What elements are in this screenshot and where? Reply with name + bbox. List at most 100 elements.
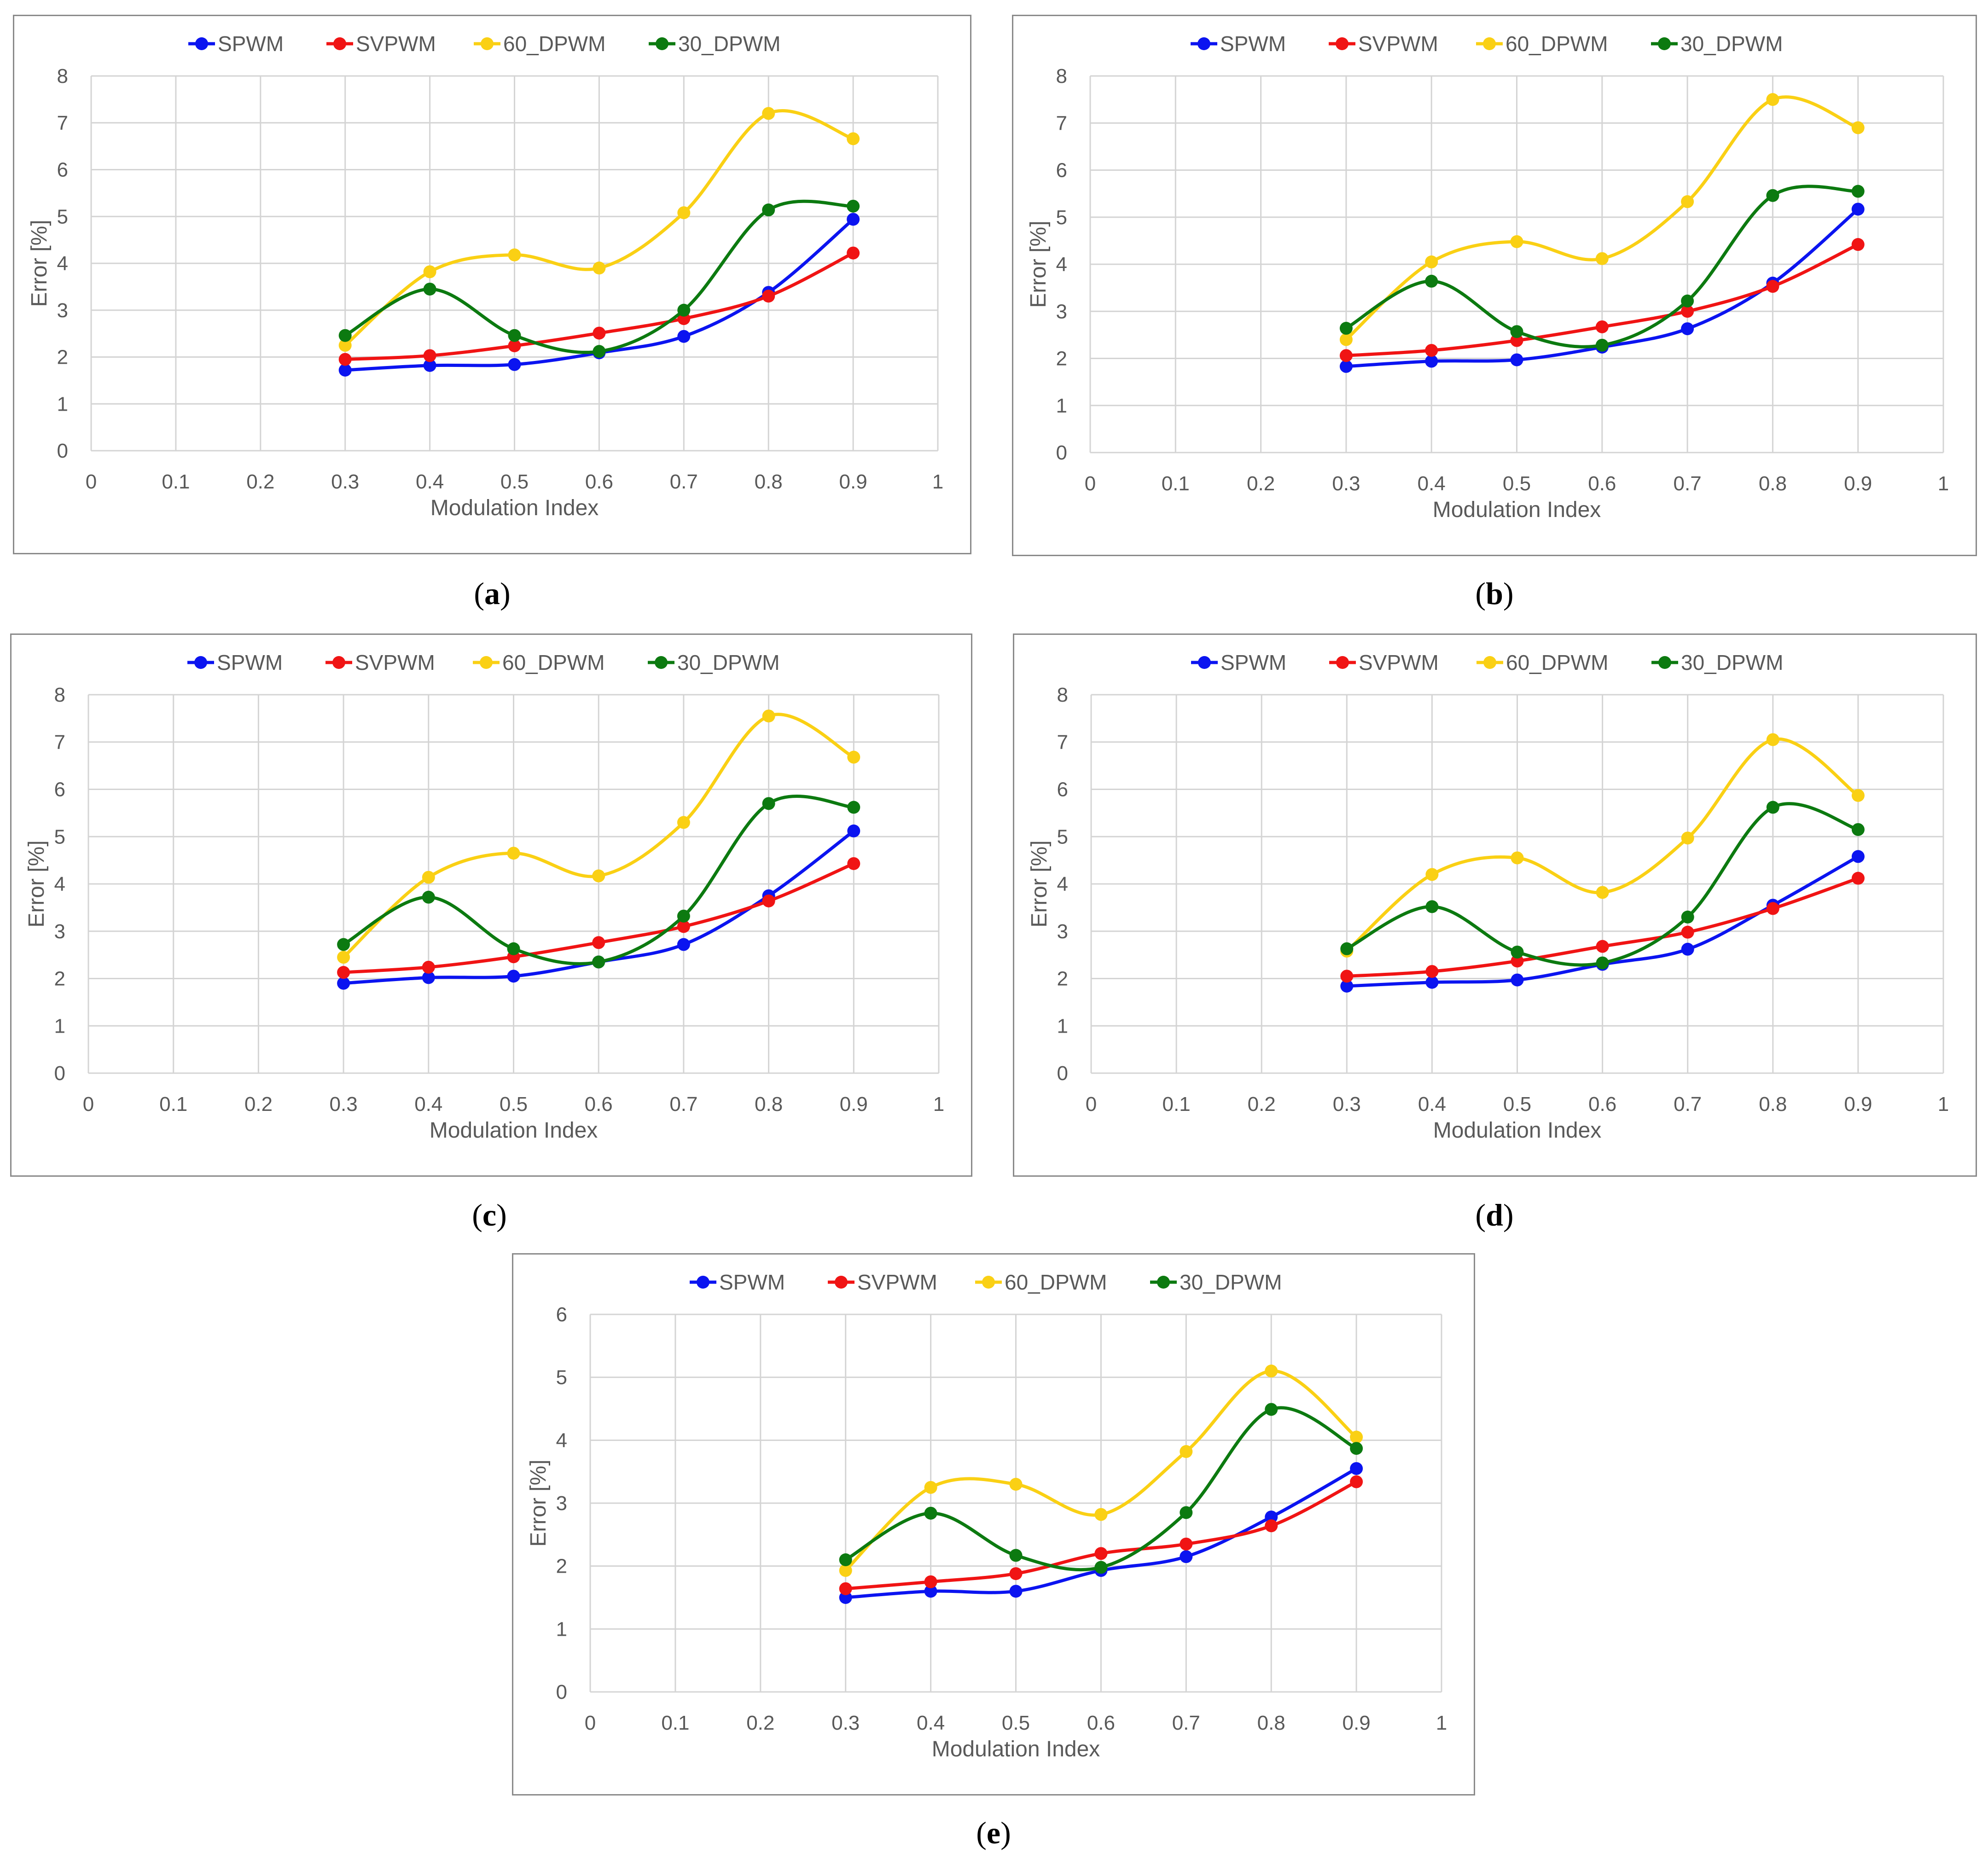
data-point-b-30-dpwm-0 [1339, 322, 1353, 335]
x-tick-label-e-2: 0.2 [746, 1712, 774, 1734]
data-point-e-60-dpwm-6 [1350, 1430, 1363, 1444]
data-point-b-30-dpwm-4 [1681, 294, 1694, 308]
x-tick-label-e-10: 1 [1436, 1712, 1447, 1734]
y-tick-label-d-5: 5 [1057, 825, 1068, 848]
data-point-e-svpwm-6 [1350, 1475, 1363, 1488]
x-tick-label-c-10: 1 [933, 1093, 944, 1116]
x-tick-label-a-1: 0.1 [162, 471, 190, 493]
data-point-c-svpwm-3 [592, 936, 605, 949]
data-point-e-30-dpwm-4 [1180, 1506, 1193, 1519]
legend-label-a-60-dpwm: 60_DPWM [503, 32, 605, 56]
data-point-b-60-dpwm-2 [1510, 235, 1523, 248]
data-point-e-spwm-6 [1350, 1462, 1363, 1475]
x-tick-label-a-5: 0.5 [500, 471, 529, 493]
y-tick-label-e-6: 6 [556, 1303, 567, 1326]
chart-b-svg: 0 1 2 3 4 5 6 7 8 0 0.1 0.2 0.3 0.4 0.5 0.6 0.7 0.8 0.9 1 Mo… [1026, 32, 1949, 522]
y-tick-label-e-0: 0 [556, 1681, 567, 1703]
data-point-d-30-dpwm-3 [1596, 956, 1609, 970]
data-point-a-30-dpwm-4 [677, 303, 691, 317]
x-tick-label-b-2: 0.2 [1247, 472, 1275, 495]
data-point-c-30-dpwm-1 [422, 890, 435, 904]
data-point-e-spwm-4 [1180, 1550, 1193, 1563]
caption-c: (c) [472, 1197, 507, 1232]
x-tick-label-c-9: 0.9 [840, 1093, 868, 1116]
data-point-d-svpwm-2 [1511, 954, 1524, 968]
y-tick-label-d-7: 7 [1057, 731, 1068, 754]
y-tick-label-a-4: 4 [57, 252, 68, 275]
y-tick-label-d-0: 0 [1057, 1062, 1068, 1085]
legend-label-b-60-dpwm: 60_DPWM [1506, 32, 1608, 56]
x-tick-label-b-7: 0.7 [1674, 472, 1702, 495]
data-point-c-spwm-6 [847, 824, 860, 837]
y-tick-label-a-5: 5 [57, 205, 68, 228]
legend-marker-c-svpwm [332, 656, 345, 669]
legend-label-c-svpwm: SVPWM [355, 651, 435, 674]
data-point-b-svpwm-1 [1425, 344, 1438, 357]
data-point-d-30-dpwm-1 [1425, 900, 1439, 913]
grid-a [90, 75, 939, 452]
data-point-e-spwm-0 [839, 1591, 852, 1604]
x-tick-label-d-9: 0.9 [1844, 1093, 1872, 1116]
x-tick-label-b-1: 0.1 [1162, 472, 1190, 495]
x-tick-label-a-3: 0.3 [331, 471, 359, 493]
legend-item-a-60-dpwm: 60_DPWM [474, 32, 605, 56]
data-point-a-svpwm-2 [508, 339, 521, 353]
y-tick-label-e-2: 2 [556, 1555, 567, 1578]
data-point-c-30-dpwm-4 [677, 909, 690, 923]
data-point-d-30-dpwm-2 [1511, 945, 1524, 959]
x-tick-label-c-4: 0.4 [414, 1093, 442, 1116]
data-point-e-svpwm-2 [1009, 1567, 1023, 1580]
y-tick-label-e-3: 3 [556, 1492, 567, 1515]
y-tick-label-c-4: 4 [54, 873, 65, 895]
y-tick-label-b-5: 5 [1056, 206, 1067, 229]
x-tick-label-e-0: 0 [585, 1712, 596, 1734]
data-point-c-spwm-1 [422, 971, 435, 984]
x-tick-label-b-6: 0.6 [1588, 472, 1616, 495]
y-tick-label-d-3: 3 [1057, 920, 1068, 943]
data-point-a-30-dpwm-2 [508, 329, 521, 342]
data-point-c-60-dpwm-0 [337, 951, 350, 964]
legend-marker-d-60-dpwm [1483, 656, 1496, 669]
data-point-d-spwm-1 [1425, 976, 1439, 989]
y-tick-label-d-1: 1 [1057, 1015, 1068, 1037]
data-point-e-30-dpwm-3 [1094, 1561, 1108, 1574]
legend-label-a-30-dpwm: 30_DPWM [678, 32, 780, 56]
chart-panel-e: 0 1 2 3 4 5 6 0 0.1 0.2 0.3 0.4 0.5 0.6 0.7 0.8 0.9 1 Modu… [512, 1253, 1475, 1795]
data-point-e-spwm-1 [924, 1585, 937, 1598]
legend-item-b-30-dpwm: 30_DPWM [1651, 32, 1783, 56]
data-point-b-60-dpwm-4 [1681, 195, 1694, 209]
data-point-d-30-dpwm-0 [1340, 942, 1354, 955]
data-point-a-spwm-1 [423, 359, 436, 372]
data-point-a-svpwm-3 [593, 326, 606, 340]
data-point-a-30-dpwm-3 [593, 345, 606, 358]
legend-item-e-spwm: SPWM [690, 1270, 785, 1294]
data-point-d-30-dpwm-5 [1766, 801, 1779, 814]
legend-marker-c-30-dpwm [655, 656, 668, 669]
legend-label-e-svpwm: SVPWM [857, 1270, 937, 1294]
data-point-d-30-dpwm-6 [1851, 823, 1865, 836]
legend-item-e-svpwm: SVPWM [828, 1270, 937, 1294]
x-tick-label-a-7: 0.7 [670, 471, 698, 493]
data-point-a-30-dpwm-5 [762, 203, 775, 217]
data-point-d-60-dpwm-2 [1511, 851, 1524, 865]
legend-marker-e-30-dpwm [1157, 1276, 1170, 1289]
data-point-e-60-dpwm-0 [839, 1564, 852, 1577]
data-point-e-30-dpwm-0 [839, 1553, 852, 1566]
caption-d: (d) [1475, 1197, 1514, 1232]
y-tick-label-c-5: 5 [54, 825, 65, 848]
legend-label-c-30-dpwm: 30_DPWM [677, 651, 779, 674]
data-point-c-60-dpwm-6 [847, 750, 860, 764]
legend-item-e-60-dpwm: 60_DPWM [975, 1270, 1107, 1294]
data-point-d-60-dpwm-1 [1425, 868, 1439, 881]
data-point-a-spwm-2 [508, 358, 521, 371]
x-tick-label-d-0: 0 [1086, 1093, 1097, 1116]
data-point-e-30-dpwm-1 [924, 1506, 937, 1520]
caption-a: (a) [474, 576, 511, 611]
data-point-b-60-dpwm-1 [1425, 255, 1438, 268]
y-axis-title-d: Error [%] [1027, 840, 1052, 927]
data-point-d-spwm-6 [1851, 850, 1865, 863]
x-tick-label-c-3: 0.3 [330, 1093, 358, 1116]
data-point-a-60-dpwm-1 [423, 265, 436, 279]
data-point-d-svpwm-5 [1766, 902, 1779, 915]
x-tick-label-b-5: 0.5 [1503, 472, 1531, 495]
